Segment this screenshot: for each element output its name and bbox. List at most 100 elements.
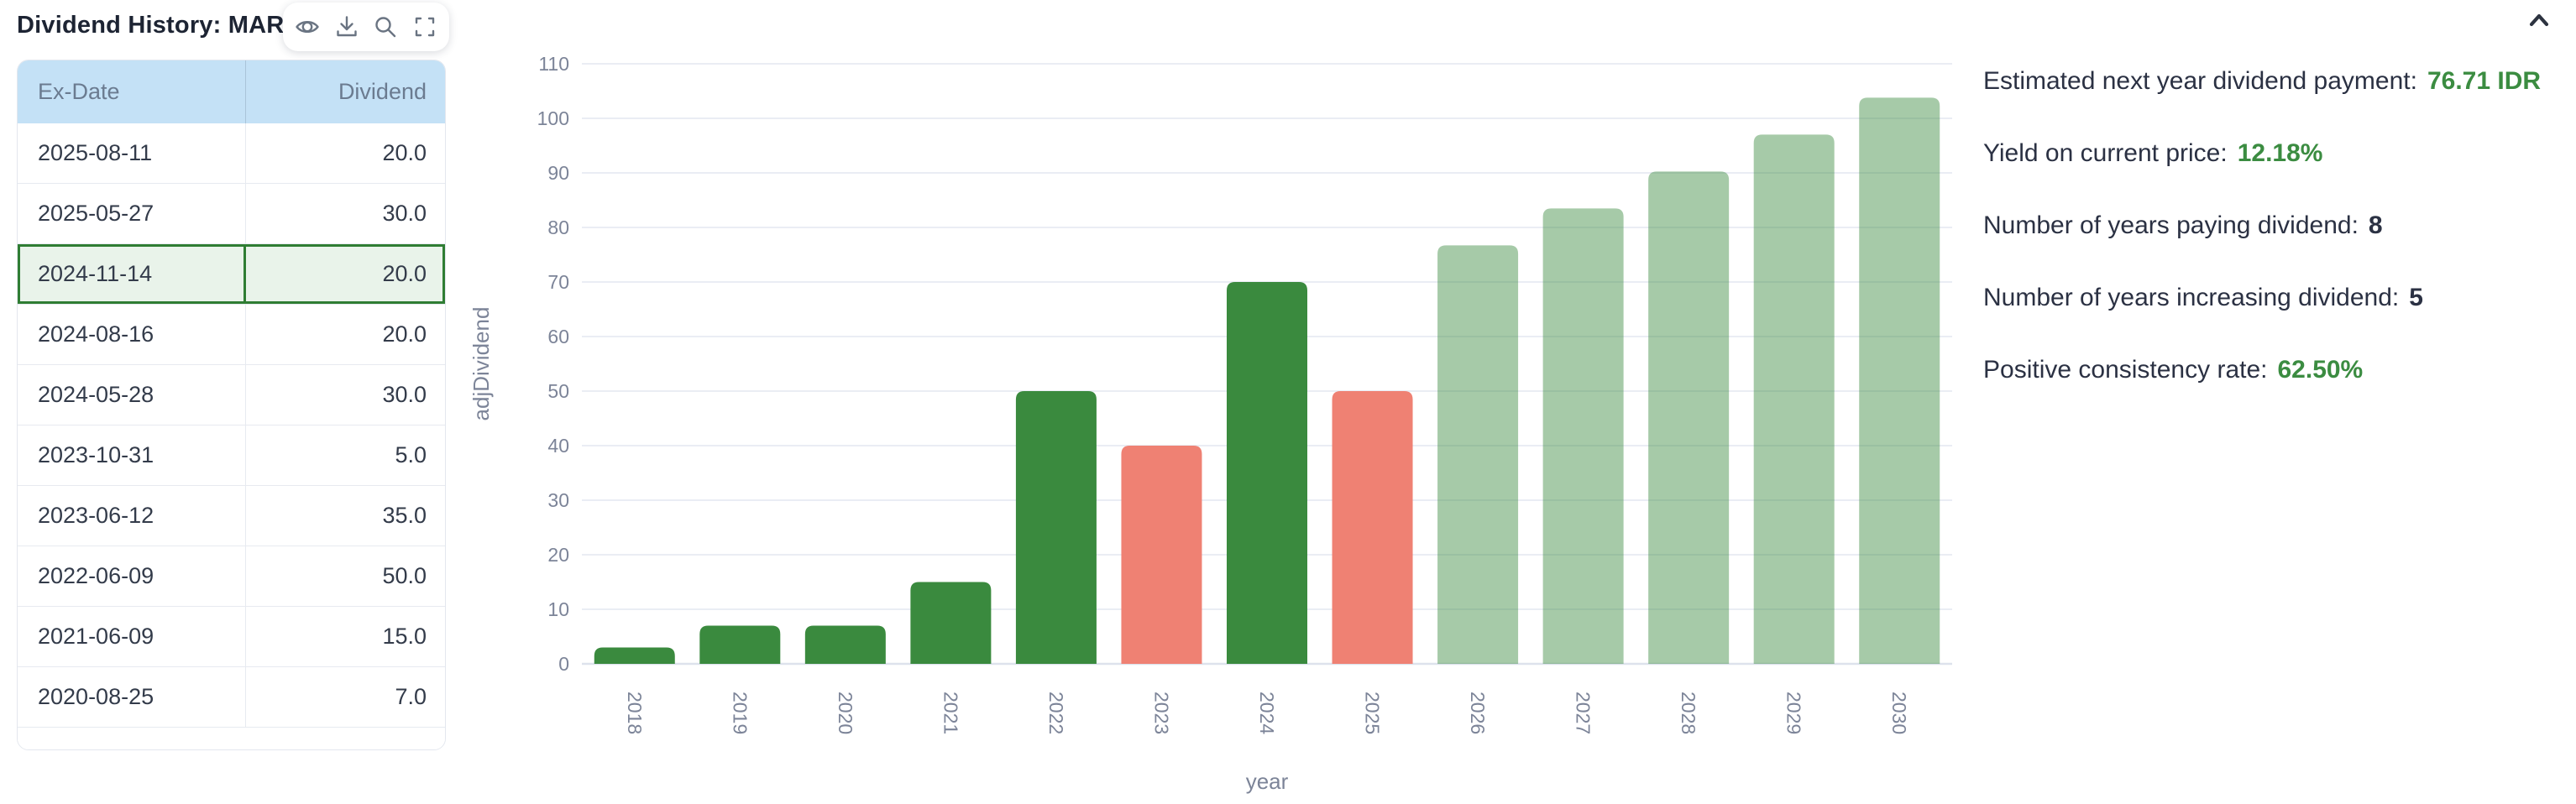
column-header-dividend[interactable]: Dividend <box>338 79 427 104</box>
x-tick-label: 2021 <box>940 692 961 734</box>
bar-2019[interactable] <box>699 625 781 665</box>
eye-icon <box>296 20 319 34</box>
x-tick-label: 2023 <box>1150 692 1172 734</box>
dividend-cell[interactable]: 20.0 <box>382 140 427 165</box>
x-tick-label: 2019 <box>729 692 751 734</box>
ex-date-cell[interactable]: 2021-06-09 <box>18 607 246 666</box>
ex-date-cell[interactable]: 2020-08-25 <box>18 667 246 727</box>
x-tick-label: 2026 <box>1467 692 1489 734</box>
bar-2026[interactable] <box>1437 245 1519 664</box>
dividend-cell[interactable]: 15.0 <box>382 624 427 649</box>
table-row[interactable]: 2021-06-09 15.0 <box>18 607 445 667</box>
ex-date-cell[interactable]: 2024-05-28 <box>18 365 246 425</box>
bar-2025[interactable] <box>1332 391 1413 664</box>
stat-value: 8 <box>2368 211 2383 239</box>
dividend-cell[interactable]: 35.0 <box>382 503 427 528</box>
x-tick-label: 2022 <box>1045 692 1067 734</box>
chevron-up-icon <box>2529 13 2549 27</box>
fullscreen-icon <box>415 17 435 37</box>
stat-value: 62.50% <box>2277 356 2364 384</box>
column-header-ex-date[interactable]: Ex-Date <box>18 60 246 123</box>
download-button[interactable] <box>332 12 362 42</box>
chart-toolbar <box>283 3 449 51</box>
y-tick-label: 50 <box>547 380 569 402</box>
stat-line: Number of years paying dividend: 8 <box>1983 190 2563 262</box>
bar-2022[interactable] <box>1015 391 1097 664</box>
bar-2018[interactable] <box>594 647 675 665</box>
bar-2028[interactable] <box>1648 171 1730 664</box>
fullscreen-button[interactable] <box>410 12 440 42</box>
download-icon <box>336 16 357 37</box>
x-tick-label: 2024 <box>1256 692 1278 734</box>
bar-2024[interactable] <box>1227 282 1307 664</box>
y-tick-label: 20 <box>547 544 569 566</box>
ex-date-cell[interactable]: 2023-06-12 <box>18 486 246 546</box>
stat-line: Estimated next year dividend payment: 76.… <box>1983 45 2563 117</box>
bar-2020[interactable] <box>804 625 886 665</box>
x-tick-label: 2028 <box>1678 692 1699 734</box>
x-tick-label: 2020 <box>835 692 856 734</box>
collapse-panel-button[interactable] <box>2522 5 2556 35</box>
visibility-toggle-button[interactable] <box>292 12 322 42</box>
stat-value: 12.18% <box>2237 139 2323 167</box>
table-row[interactable]: 2025-05-27 30.0 <box>18 184 445 244</box>
y-tick-label: 30 <box>547 489 569 511</box>
table-row[interactable]: 2024-05-28 30.0 <box>18 365 445 425</box>
ex-date-cell[interactable]: 2024-11-14 <box>18 244 246 304</box>
stat-line: Yield on current price: 12.18% <box>1983 117 2563 190</box>
y-tick-label: 0 <box>558 653 569 675</box>
stat-label: Number of years paying dividend: <box>1983 211 2359 239</box>
ex-date-cell[interactable]: 2025-05-27 <box>18 184 246 243</box>
bar-2029[interactable] <box>1753 134 1835 664</box>
table-body: 2025-08-11 20.0 2025-05-27 30.0 2024-11-14 20… <box>18 123 445 728</box>
y-tick-label: 10 <box>547 598 569 620</box>
table-header-row: Ex-Date Dividend <box>18 60 445 123</box>
x-tick-label: 2025 <box>1362 692 1384 734</box>
table-row[interactable]: 2024-08-16 20.0 <box>18 305 445 365</box>
dividend-cell[interactable]: 20.0 <box>382 321 427 347</box>
dividend-cell[interactable]: 7.0 <box>395 684 427 709</box>
table-footer-empty-row <box>18 728 445 749</box>
ex-date-cell[interactable]: 2023-10-31 <box>18 425 246 485</box>
dividend-cell[interactable]: 30.0 <box>382 201 427 226</box>
ex-date-cell[interactable]: 2022-06-09 <box>18 546 246 606</box>
table-row[interactable]: 2023-06-12 35.0 <box>18 486 445 546</box>
table-row[interactable]: 2022-06-09 50.0 <box>18 546 445 607</box>
y-tick-label: 60 <box>547 326 569 347</box>
x-tick-label: 2029 <box>1783 692 1805 734</box>
search-icon <box>375 17 396 38</box>
x-tick-label: 2030 <box>1888 692 1910 734</box>
table-row[interactable]: 2023-10-31 5.0 <box>18 425 445 486</box>
table-row[interactable]: 2024-11-14 20.0 <box>18 244 445 305</box>
stat-value: 76.71 IDR <box>2427 67 2542 95</box>
stat-line: Number of years increasing dividend: 5 <box>1983 262 2563 334</box>
bar-2027[interactable] <box>1542 208 1624 664</box>
ex-date-cell[interactable]: 2025-08-11 <box>18 123 246 183</box>
stat-label: Yield on current price: <box>1983 139 2228 167</box>
dividend-cell[interactable]: 20.0 <box>382 261 427 286</box>
zoom-button[interactable] <box>370 12 401 42</box>
y-axis-title: adjDividend <box>470 307 494 421</box>
table-row[interactable]: 2025-08-11 20.0 <box>18 123 445 184</box>
dividend-cell[interactable]: 30.0 <box>382 382 427 407</box>
y-tick-label: 80 <box>547 217 569 238</box>
dividend-cell[interactable]: 50.0 <box>382 563 427 588</box>
ex-date-cell[interactable]: 2024-08-16 <box>18 305 246 364</box>
bar-2023[interactable] <box>1121 446 1202 664</box>
stat-label: Positive consistency rate: <box>1983 356 2268 384</box>
stat-value: 5 <box>2409 284 2423 311</box>
y-tick-label: 100 <box>537 107 569 129</box>
stats-panel: Estimated next year dividend payment: 76.… <box>1983 45 2563 406</box>
table-row[interactable]: 2020-08-25 7.0 <box>18 667 445 728</box>
bar-2030[interactable] <box>1859 97 1940 665</box>
y-tick-label: 90 <box>547 162 569 184</box>
x-axis-title: year <box>1246 769 1289 794</box>
x-tick-label: 2027 <box>1573 692 1594 734</box>
bar-2021[interactable] <box>910 582 992 665</box>
dividend-table: Ex-Date Dividend 2025-08-11 20.0 2025-05-2… <box>17 60 446 750</box>
dividend-cell[interactable]: 5.0 <box>395 442 427 467</box>
stat-label: Estimated next year dividend payment: <box>1983 67 2417 95</box>
x-tick-label: 2018 <box>624 692 646 734</box>
